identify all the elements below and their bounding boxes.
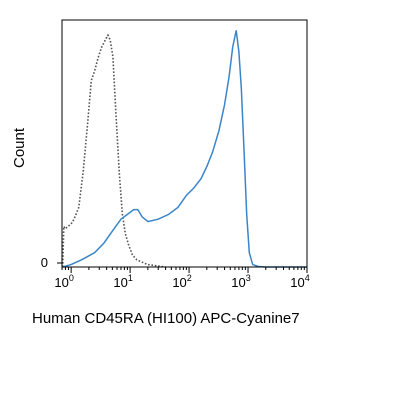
stained-histogram-line	[62, 30, 307, 268]
x-tick-label: 102	[172, 273, 191, 290]
control-histogram-line	[61, 33, 166, 268]
x-tick-label: 100	[54, 273, 73, 290]
y-tick-label: 0	[41, 255, 48, 270]
y-axis-label: Count	[11, 127, 28, 168]
x-tick-label: 101	[113, 273, 132, 290]
x-tick-label: 103	[231, 273, 250, 290]
x-axis-label: Human CD45RA (HI100) APC-Cyanine7	[32, 310, 300, 327]
x-tick-label: 104	[290, 273, 309, 290]
plot-frame	[61, 19, 308, 268]
